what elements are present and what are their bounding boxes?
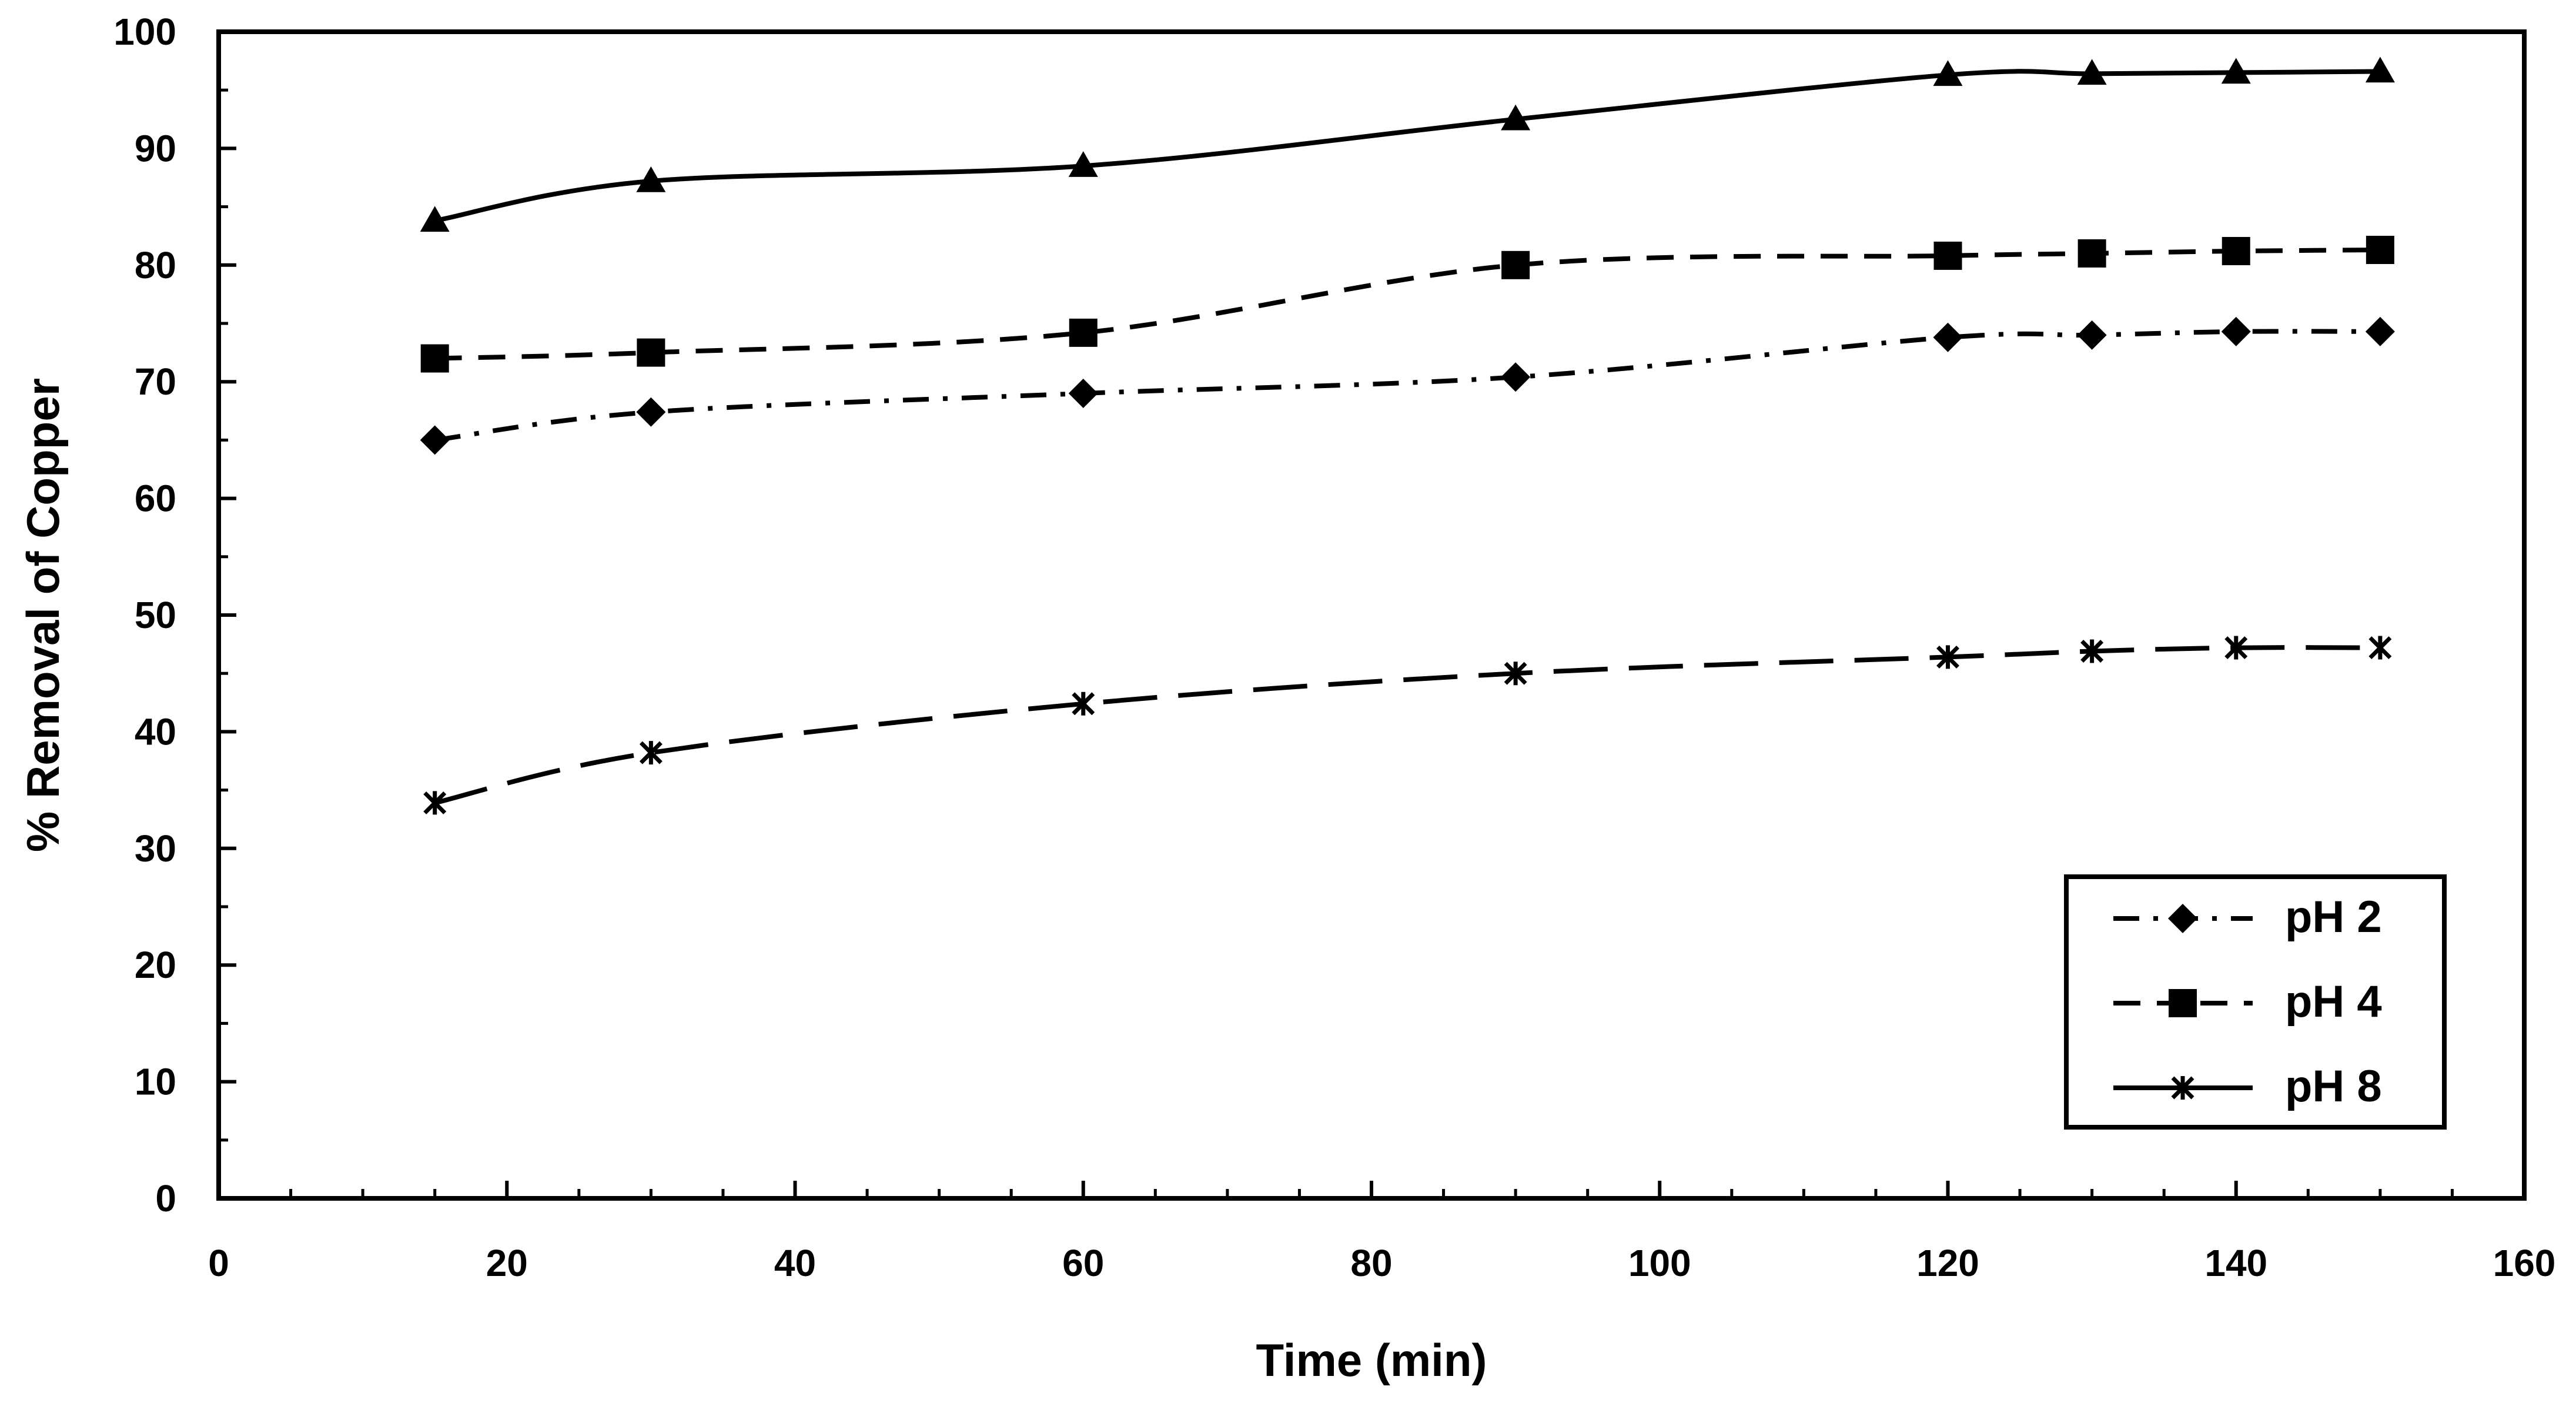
data-point-series-2 [1933, 241, 1962, 270]
data-point-series-2 [2366, 236, 2394, 265]
data-point-series-1 [2365, 316, 2395, 346]
x-tick-label: 20 [486, 1242, 528, 1284]
data-point-series-1 [1068, 379, 1098, 409]
legend-marker-star [2171, 1076, 2194, 1100]
legend: pH 2 pH 4 pH 8 [2064, 874, 2447, 1130]
legend-label-ph2: pH 2 [2285, 892, 2382, 942]
legend-label-ph8: pH 8 [2285, 1061, 2382, 1111]
x-tick-label: 140 [2204, 1242, 2267, 1284]
data-point-series-3 [2365, 56, 2395, 83]
data-point-series-4 [639, 741, 663, 765]
data-point-series-2 [1501, 250, 1530, 279]
plot-frame [216, 29, 2527, 1201]
data-point-series-1 [1501, 362, 1531, 392]
y-tick-label: 30 [135, 827, 176, 870]
legend-label-ph4: pH 4 [2285, 977, 2382, 1027]
series-layer [434, 69, 2380, 806]
data-point-series-2 [420, 344, 449, 373]
data-point-series-2 [2077, 239, 2106, 268]
y-tick-label: 60 [135, 477, 176, 520]
data-point-series-3 [420, 206, 450, 232]
x-tick-label: 60 [1062, 1242, 1104, 1284]
x-tick-label: 120 [1916, 1242, 1979, 1284]
data-point-series-2 [1069, 318, 1098, 347]
x-tick-label: 80 [1350, 1242, 1392, 1284]
data-point-series-3 [1501, 104, 1531, 131]
data-point-series-4 [1504, 662, 1527, 686]
data-point-series-4 [2368, 636, 2392, 660]
series-line-1 [434, 329, 2380, 443]
y-tick-label: 100 [113, 11, 176, 53]
series-line-4 [434, 645, 2380, 806]
data-point-series-4 [1072, 692, 1095, 716]
x-tick-label: 40 [774, 1242, 816, 1284]
series-line-3 [434, 69, 2380, 223]
x-tick-label: 100 [1628, 1242, 1691, 1284]
series-line-2 [434, 248, 2380, 361]
y-tick-label: 90 [135, 127, 176, 169]
data-point-series-4 [423, 791, 447, 815]
y-tick-label: 0 [155, 1177, 176, 1220]
data-point-series-1 [1933, 322, 1963, 352]
data-point-series-3 [2221, 58, 2251, 84]
legend-marker-square [2169, 989, 2197, 1017]
legend-items [2113, 904, 2253, 1100]
x-axis-title: Time (min) [1256, 1334, 1487, 1386]
data-point-series-2 [2222, 236, 2250, 265]
data-point-series-4 [2080, 639, 2104, 663]
y-tick-label: 10 [135, 1061, 176, 1103]
data-point-series-3 [2077, 59, 2107, 85]
data-point-series-1 [636, 397, 666, 427]
y-tick-label: 40 [135, 710, 176, 753]
legend-marker-diamond [2168, 904, 2197, 933]
data-point-series-3 [636, 166, 666, 192]
marker-layer [420, 56, 2395, 815]
data-point-series-3 [1933, 60, 1963, 86]
y-tick-label: 20 [135, 944, 176, 986]
y-axis-title: % Removal of Copper [17, 378, 69, 852]
data-point-series-2 [637, 338, 665, 367]
x-tick-label: 0 [208, 1242, 229, 1284]
labels-layer: Time (min) % Removal of Copper 0 20 40 60 80… [17, 11, 2555, 1386]
data-point-series-1 [2077, 320, 2107, 350]
data-point-series-1 [420, 425, 450, 455]
y-tick-label: 70 [135, 360, 176, 403]
data-point-series-4 [1936, 645, 1959, 669]
x-tick-label: 160 [2493, 1242, 2556, 1284]
y-tick-label: 80 [135, 244, 176, 286]
data-point-series-1 [2221, 316, 2251, 346]
data-point-series-3 [1068, 151, 1098, 177]
y-tick-label: 50 [135, 594, 176, 636]
data-point-series-4 [2224, 636, 2248, 660]
